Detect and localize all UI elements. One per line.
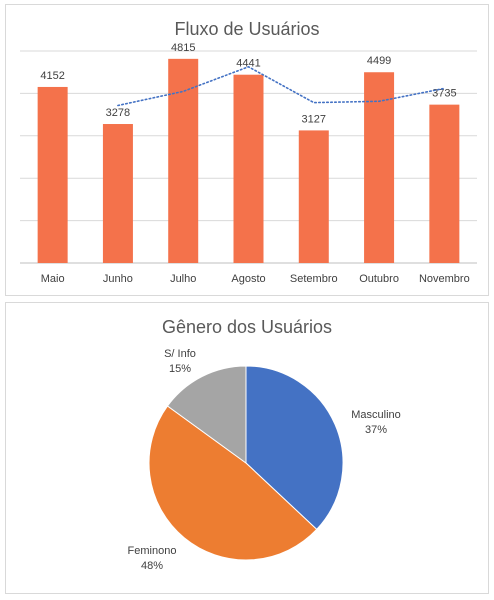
data-label: 3127: [302, 113, 326, 125]
pie-label-percent: 48%: [141, 560, 163, 572]
pie-slice-feminono: [148, 405, 318, 561]
data-label: 3735: [432, 88, 456, 100]
bar-maio: [37, 86, 68, 263]
pie-chart-title: Gênero dos Usuários: [161, 317, 333, 337]
pie-slice-masculino: [245, 365, 344, 531]
bar-novembro: [429, 104, 460, 263]
data-label: 4815: [171, 42, 195, 54]
x-tick-label: Agosto: [231, 273, 265, 285]
pie-slice-s-info: [166, 365, 247, 464]
pie-label-name: Feminono: [128, 545, 177, 557]
data-label: 4441: [236, 58, 260, 70]
bar-chart-title: Fluxo de Usuários: [174, 19, 320, 39]
bar-outubro: [364, 72, 395, 263]
x-tick-label: Novembro: [419, 273, 470, 285]
pie-chart-panel: Gênero dos Usuários Masculino 37% Feminono…: [5, 302, 489, 594]
x-tick-label: Julho: [170, 273, 196, 285]
x-tick-label: Outubro: [359, 273, 399, 285]
bar-setembro: [298, 130, 329, 263]
x-tick-label: Maio: [41, 273, 65, 285]
bar-agosto: [233, 74, 264, 263]
data-label: 4152: [40, 70, 64, 82]
pie-chart-svg: Masculino 37% Feminono 48% S/ Info 15%: [128, 348, 401, 572]
moving-average-trendline: [117, 65, 446, 107]
pie-label-percent: 37%: [365, 424, 387, 436]
bar-chart-svg: 4152 Maio 3278 Junho 4815 Julho 4441 Agosto 3127…: [20, 42, 477, 285]
pie-label-percent: 15%: [169, 363, 191, 375]
x-tick-label: Setembro: [290, 273, 338, 285]
data-label: 3278: [106, 107, 130, 119]
x-tick-label: Junho: [103, 273, 133, 285]
pie-label-name: S/ Info: [164, 348, 196, 360]
bar-junho: [102, 124, 133, 263]
bar-chart-panel: Fluxo de Usuários 4152 Maio 3278 Junho 4815 J…: [5, 4, 489, 296]
data-label: 4499: [367, 55, 391, 67]
bar-julho: [168, 58, 199, 264]
pie-label-name: Masculino: [351, 409, 401, 421]
